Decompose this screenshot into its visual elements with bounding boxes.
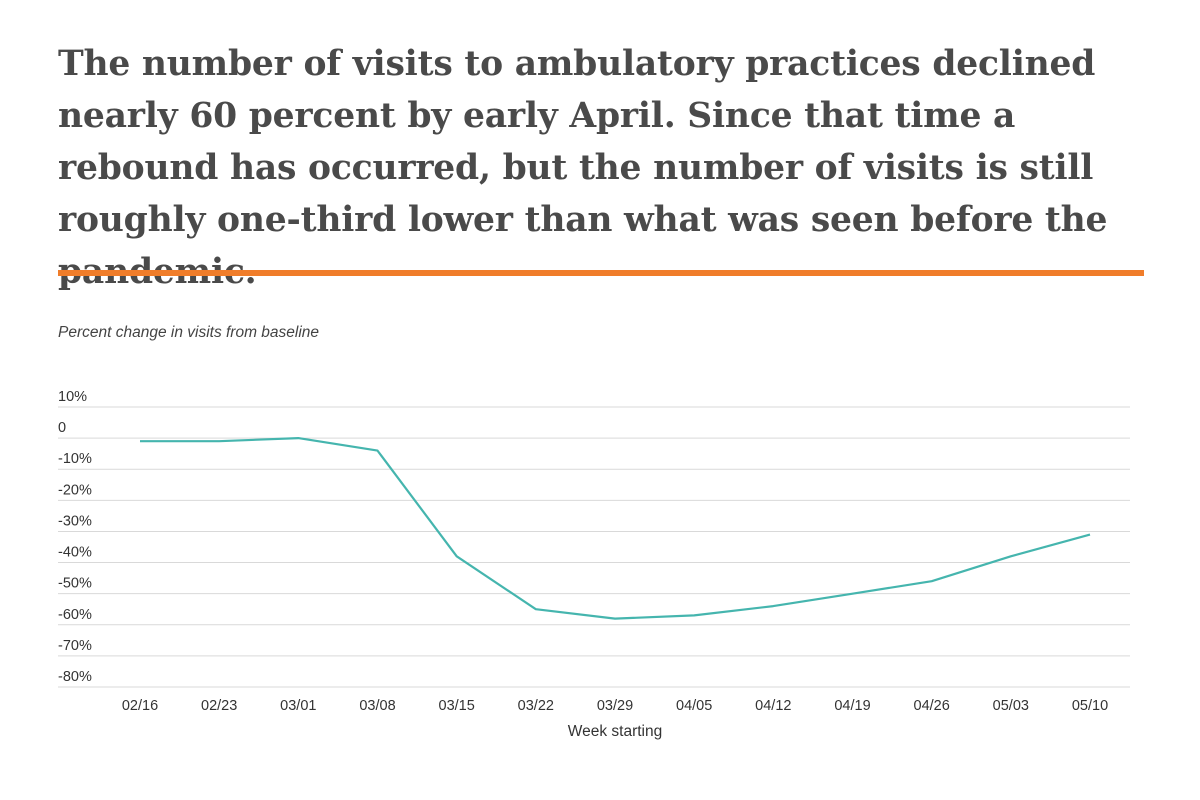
- y-tick-label: 0: [58, 420, 66, 436]
- x-tick-label: 05/03: [993, 698, 1029, 714]
- series-line: [140, 436, 1091, 620]
- x-tick-label: 02/16: [122, 698, 158, 714]
- y-tick-labels: 10% 0 -10% -20% -30% -40% -50% -60% -70% -80%: [58, 389, 92, 685]
- headline: The number of visits to ambulatory pract…: [58, 44, 1108, 292]
- series-layer: [140, 436, 1091, 620]
- y-tick-label: -60%: [58, 607, 92, 623]
- y-tick-label: -80%: [58, 669, 92, 685]
- y-tick-label: -70%: [58, 638, 92, 654]
- x-tick-label: 04/12: [755, 698, 791, 714]
- y-tick-label: -20%: [58, 482, 92, 498]
- gridlines: [58, 406, 1130, 688]
- y-tick-label: -40%: [58, 545, 92, 561]
- x-tick-label: 03/15: [439, 698, 475, 714]
- x-tick-label: 05/10: [1072, 698, 1108, 714]
- orange-divider: [58, 270, 1144, 276]
- x-tick-label: 03/29: [597, 698, 633, 714]
- x-tick-label: 04/19: [834, 698, 870, 714]
- x-axis-title: Week starting: [568, 723, 662, 740]
- x-tick-label: 03/22: [518, 698, 554, 714]
- x-tick-label: 04/26: [914, 698, 950, 714]
- x-tick-label: 04/05: [676, 698, 712, 714]
- y-tick-label: -50%: [58, 576, 92, 592]
- x-tick-label: 03/08: [359, 698, 395, 714]
- x-tick-label: 02/23: [201, 698, 237, 714]
- chart-subtitle: Percent change in visits from baseline: [58, 324, 320, 341]
- line-chart: 10% 0 -10% -20% -30% -40% -50% -60% -70% -80% 02/…: [58, 389, 1130, 740]
- y-tick-label: -10%: [58, 451, 92, 467]
- x-tick-labels: 02/16 02/23 03/01 03/08 03/15 03/22 03/29 04/05…: [122, 698, 1108, 714]
- y-tick-label: 10%: [58, 389, 87, 405]
- x-tick-label: 03/01: [280, 698, 316, 714]
- y-tick-label: -30%: [58, 513, 92, 529]
